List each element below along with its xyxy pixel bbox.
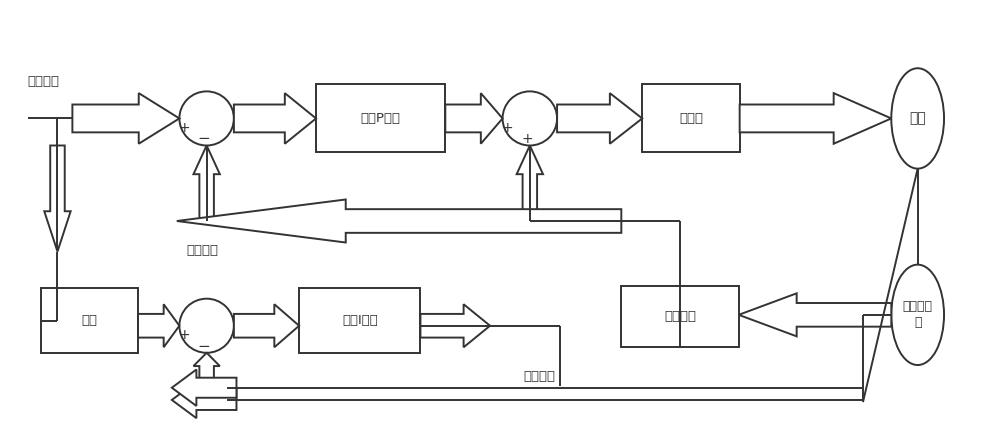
Polygon shape xyxy=(445,93,503,144)
Bar xyxy=(642,84,740,152)
Text: 速度指令: 速度指令 xyxy=(28,75,60,88)
Text: 电流环: 电流环 xyxy=(679,112,703,125)
Bar xyxy=(316,84,445,152)
Text: 位置反馈: 位置反馈 xyxy=(524,370,556,383)
Ellipse shape xyxy=(179,91,234,145)
Bar xyxy=(41,288,138,353)
Polygon shape xyxy=(739,293,891,336)
Polygon shape xyxy=(740,93,891,144)
Text: 速度P控制: 速度P控制 xyxy=(361,112,401,125)
Polygon shape xyxy=(234,93,316,144)
Polygon shape xyxy=(234,304,299,347)
Text: −: − xyxy=(198,339,210,354)
Text: −: − xyxy=(198,131,210,146)
Ellipse shape xyxy=(891,68,944,169)
Text: 电机: 电机 xyxy=(909,111,926,126)
Polygon shape xyxy=(138,304,179,347)
Text: 速度I控制: 速度I控制 xyxy=(342,314,378,327)
Text: 微分测速: 微分测速 xyxy=(664,310,696,323)
Polygon shape xyxy=(193,145,220,221)
Text: +: + xyxy=(521,132,533,146)
Ellipse shape xyxy=(179,299,234,353)
Polygon shape xyxy=(420,304,490,347)
Polygon shape xyxy=(172,370,236,406)
Bar xyxy=(299,288,420,353)
Polygon shape xyxy=(72,93,179,144)
Polygon shape xyxy=(193,353,220,388)
Text: 速度反馈: 速度反馈 xyxy=(187,244,219,257)
Text: +: + xyxy=(179,328,190,342)
Polygon shape xyxy=(44,145,71,251)
Ellipse shape xyxy=(503,91,557,145)
Text: 积分: 积分 xyxy=(81,314,97,327)
Text: +: + xyxy=(179,121,190,135)
Bar xyxy=(621,286,739,347)
Polygon shape xyxy=(177,199,621,243)
Polygon shape xyxy=(517,145,543,221)
Polygon shape xyxy=(172,382,236,418)
Text: +: + xyxy=(502,121,513,135)
Ellipse shape xyxy=(891,265,944,365)
Polygon shape xyxy=(557,93,642,144)
Text: 光电编码
器: 光电编码 器 xyxy=(903,300,933,329)
